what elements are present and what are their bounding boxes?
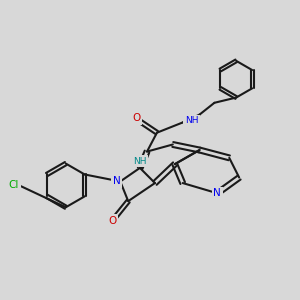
Text: NH: NH: [185, 116, 198, 125]
Text: N: N: [214, 188, 221, 198]
Text: O: O: [132, 113, 140, 123]
Text: O: O: [108, 216, 116, 226]
Text: N: N: [113, 176, 121, 187]
Text: NH: NH: [133, 157, 146, 166]
Text: Cl: Cl: [9, 180, 19, 190]
